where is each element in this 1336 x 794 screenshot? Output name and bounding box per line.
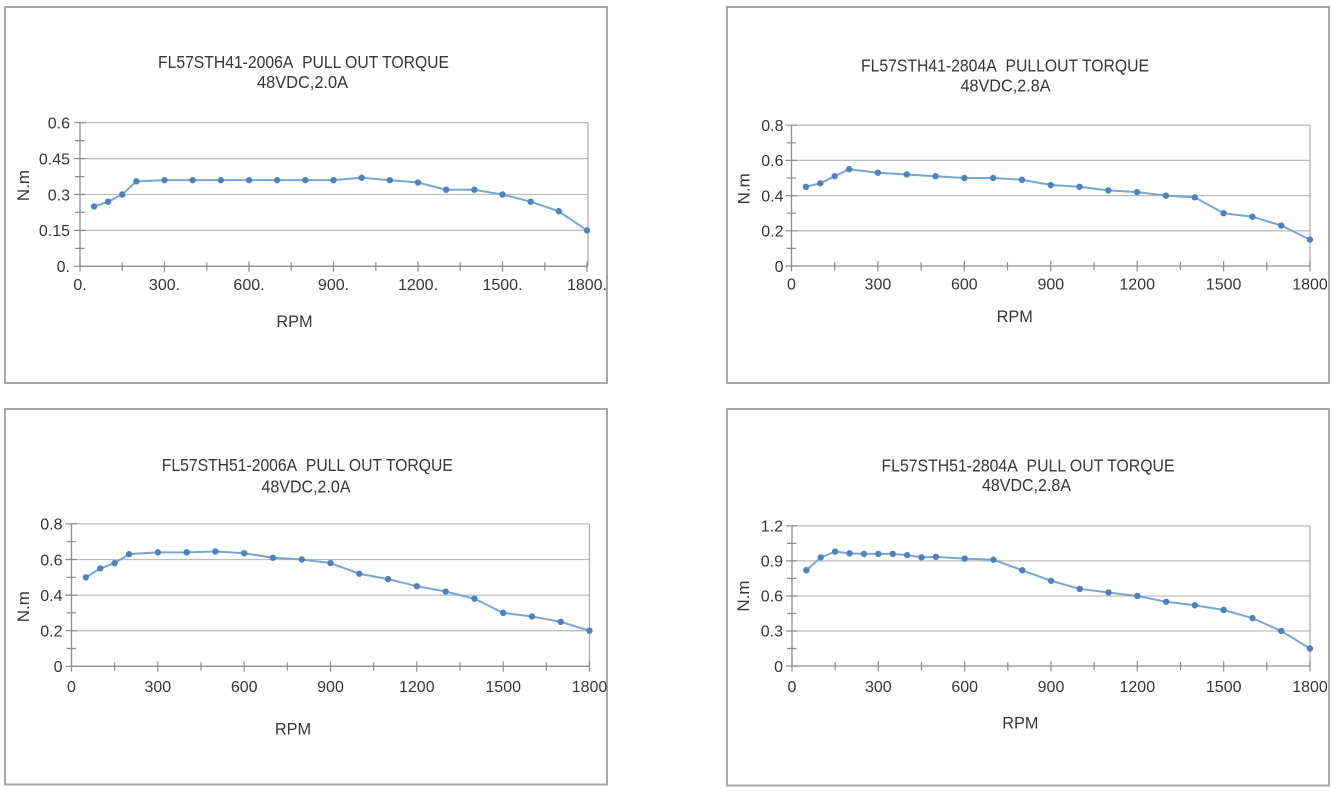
svg-text:300: 300 (144, 679, 171, 696)
svg-text:300: 300 (865, 679, 892, 696)
svg-text:1200.: 1200. (398, 277, 438, 294)
svg-text:0.15: 0.15 (39, 223, 70, 240)
svg-text:FL57STH51-2804A PULL OUT TORQ: FL57STH51-2804A PULL OUT TORQUE (882, 455, 1175, 475)
svg-text:0: 0 (54, 659, 63, 676)
svg-text:0.4: 0.4 (40, 588, 62, 605)
svg-text:1500.: 1500. (482, 277, 522, 294)
svg-text:1500: 1500 (1206, 679, 1242, 696)
svg-text:1500: 1500 (485, 679, 521, 696)
svg-text:900: 900 (1037, 277, 1064, 294)
svg-text:0: 0 (788, 679, 797, 696)
svg-text:N.m: N.m (735, 173, 754, 204)
svg-text:0.4: 0.4 (761, 188, 783, 205)
svg-text:1200: 1200 (1120, 679, 1156, 696)
svg-text:48VDC,2.0A: 48VDC,2.0A (262, 476, 351, 496)
svg-text:0.: 0. (73, 277, 86, 294)
svg-text:0: 0 (775, 259, 784, 276)
svg-text:0.9: 0.9 (761, 554, 783, 571)
svg-text:0: 0 (774, 659, 783, 676)
svg-text:N.m: N.m (14, 591, 33, 622)
svg-text:RPM: RPM (997, 308, 1033, 326)
svg-text:600: 600 (231, 679, 258, 696)
svg-text:600: 600 (951, 277, 978, 294)
svg-text:300: 300 (865, 277, 892, 294)
svg-text:0: 0 (787, 277, 796, 294)
svg-text:RPM: RPM (276, 313, 312, 331)
svg-text:0.2: 0.2 (40, 624, 62, 641)
svg-text:N.m: N.m (734, 580, 753, 611)
svg-text:FL57STH51-2006A PULL OUT TORQ: FL57STH51-2006A PULL OUT TORQUE (162, 455, 453, 475)
svg-text:0.45: 0.45 (39, 151, 70, 168)
svg-text:0.: 0. (57, 259, 70, 276)
svg-text:1.2: 1.2 (761, 519, 783, 536)
svg-text:RPM: RPM (1002, 715, 1038, 733)
svg-text:0.3: 0.3 (761, 624, 783, 641)
svg-text:0.2: 0.2 (761, 224, 783, 241)
svg-text:FL57STH41-2006A PULL OUT TORQ: FL57STH41-2006A PULL OUT TORQUE (158, 52, 449, 72)
svg-text:600: 600 (951, 679, 978, 696)
svg-text:900: 900 (1038, 679, 1065, 696)
svg-text:0.6: 0.6 (761, 589, 783, 606)
svg-text:0.6: 0.6 (761, 153, 783, 170)
svg-text:48VDC,2.8A: 48VDC,2.8A (982, 475, 1071, 495)
svg-text:900.: 900. (318, 277, 349, 294)
svg-text:FL57STH41-2804A PULLOUT TORQU: FL57STH41-2804A PULLOUT TORQUE (861, 56, 1149, 76)
svg-text:1800.: 1800. (567, 277, 607, 294)
svg-text:1800: 1800 (1292, 679, 1328, 696)
svg-text:N.m: N.m (14, 170, 33, 201)
svg-text:0.8: 0.8 (40, 517, 62, 534)
svg-text:0.3: 0.3 (48, 187, 70, 204)
svg-text:0.6: 0.6 (40, 552, 62, 569)
svg-text:900: 900 (317, 679, 344, 696)
svg-text:1500: 1500 (1206, 277, 1242, 294)
svg-text:RPM: RPM (275, 721, 311, 739)
svg-text:0: 0 (67, 679, 76, 696)
svg-text:300.: 300. (149, 277, 180, 294)
svg-text:1200: 1200 (399, 679, 435, 696)
svg-text:600.: 600. (233, 277, 264, 294)
svg-text:0.6: 0.6 (48, 116, 70, 133)
svg-text:48VDC,2.0A: 48VDC,2.0A (257, 72, 348, 92)
svg-text:48VDC,2.8A: 48VDC,2.8A (961, 76, 1051, 96)
svg-text:1800: 1800 (572, 679, 608, 696)
svg-text:1800: 1800 (1292, 277, 1328, 294)
svg-text:1200: 1200 (1119, 277, 1155, 294)
svg-text:0.8: 0.8 (761, 118, 783, 135)
